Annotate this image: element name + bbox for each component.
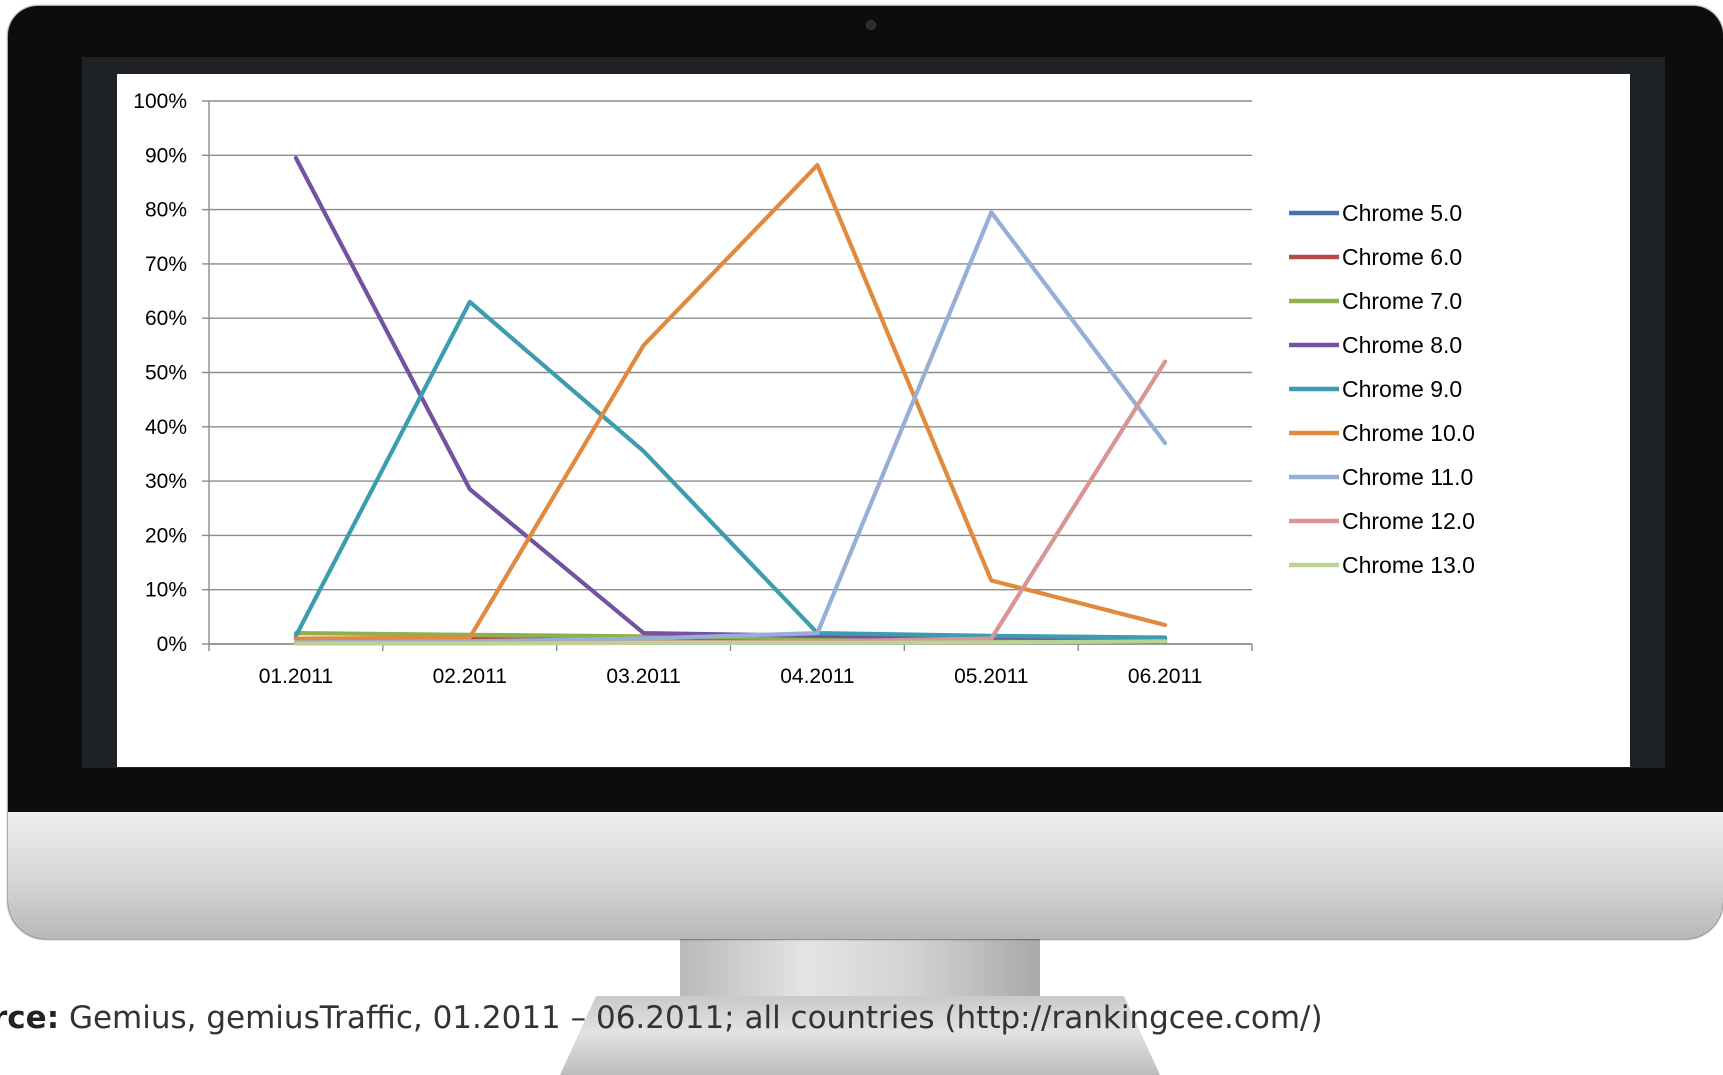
y-tick-label: 70% bbox=[145, 253, 187, 276]
y-tick-label: 100% bbox=[133, 90, 187, 113]
x-tick-label: 02.2011 bbox=[433, 665, 507, 688]
y-tick-label: 60% bbox=[145, 307, 187, 330]
legend-label: Chrome 12.0 bbox=[1342, 508, 1475, 534]
line-chart: 0% 10% 20% 30% 40% 50% 60% 70% 80% 90% 100% 01.2011… bbox=[133, 90, 1475, 688]
source-text: Gemius, gemiusTraffic, 01.2011 – 06.2011… bbox=[68, 1000, 1323, 1036]
y-tick-label: 50% bbox=[145, 362, 187, 385]
legend-label: Chrome 6.0 bbox=[1342, 244, 1462, 270]
y-tick-label: 30% bbox=[145, 470, 187, 493]
chart-panel: 0% 10% 20% 30% 40% 50% 60% 70% 80% 90% 100% 01.2011… bbox=[117, 74, 1630, 767]
legend-label: Chrome 10.0 bbox=[1342, 420, 1475, 446]
legend-label: Chrome 7.0 bbox=[1342, 288, 1462, 314]
x-tick-label: 03.2011 bbox=[606, 665, 680, 688]
camera-icon bbox=[866, 20, 876, 30]
y-tick-label: 90% bbox=[145, 144, 187, 167]
y-tick-label: 10% bbox=[145, 579, 187, 602]
monitor-stand-foot bbox=[560, 996, 1160, 1075]
monitor-stand-neck bbox=[680, 938, 1040, 998]
series-line bbox=[293, 299, 1168, 640]
legend-label: Chrome 5.0 bbox=[1342, 200, 1462, 226]
x-tick-label: 06.2011 bbox=[1128, 665, 1202, 688]
series-line bbox=[293, 639, 1168, 646]
legend-label: Chrome 9.0 bbox=[1342, 376, 1462, 402]
x-tick-label: 01.2011 bbox=[259, 665, 333, 688]
legend-label: Chrome 8.0 bbox=[1342, 332, 1462, 358]
y-tick-label: 0% bbox=[157, 633, 187, 656]
series-line bbox=[293, 162, 1168, 641]
legend-label: Chrome 13.0 bbox=[1342, 552, 1475, 578]
source-label: rce: bbox=[0, 1000, 60, 1036]
monitor-screen: 0% 10% 20% 30% 40% 50% 60% 70% 80% 90% 100% 01.2011… bbox=[82, 57, 1665, 768]
x-tick-label: 04.2011 bbox=[780, 665, 854, 688]
y-tick-label: 80% bbox=[145, 199, 187, 222]
y-tick-label: 20% bbox=[145, 524, 187, 547]
y-tick-label: 40% bbox=[145, 416, 187, 439]
monitor-frame: 0% 10% 20% 30% 40% 50% 60% 70% 80% 90% 100% 01.2011… bbox=[8, 6, 1723, 939]
x-tick-label: 05.2011 bbox=[954, 665, 1028, 688]
legend-label: Chrome 11.0 bbox=[1342, 464, 1473, 490]
source-caption: rce: Gemius, gemiusTraffic, 01.2011 – 06… bbox=[0, 1000, 1323, 1036]
monitor-chin bbox=[8, 812, 1723, 939]
